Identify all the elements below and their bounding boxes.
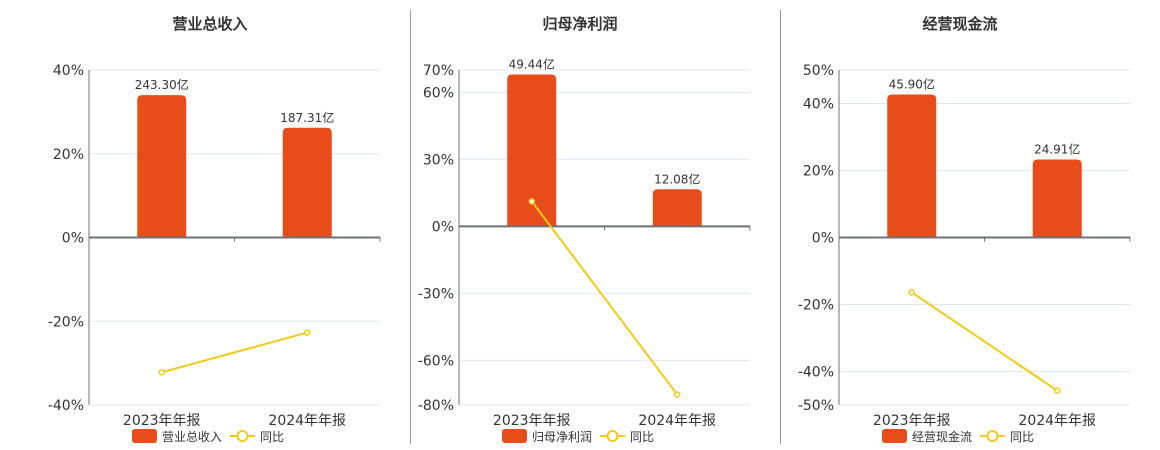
bar-value-label: 243.30亿 <box>135 77 189 92</box>
x-category-label: 2024年年报 <box>638 413 716 429</box>
x-category-label: 2024年年报 <box>1018 413 1096 429</box>
y-tick-label: 40% <box>53 63 84 79</box>
y-tick-label: -50% <box>798 398 834 414</box>
y-tick-label: 0% <box>62 231 84 247</box>
y-tick-label: 70% <box>423 63 454 79</box>
y-tick-label: -40% <box>798 365 834 381</box>
x-category-label: 2024年年报 <box>268 413 346 429</box>
y-tick-label: -20% <box>798 298 834 314</box>
y-tick-label: -80% <box>418 398 454 414</box>
legend-line-marker-icon <box>236 430 249 442</box>
yoy-point[interactable] <box>908 289 915 296</box>
yoy-point[interactable] <box>304 329 311 336</box>
legend-bar-label[interactable]: 经营现金流 <box>912 429 972 444</box>
x-category-label: 2023年年报 <box>873 413 951 429</box>
y-tick-label: 40% <box>803 97 834 113</box>
legend-line-label[interactable]: 同比 <box>260 430 284 444</box>
legend: 经营现金流 同比 <box>882 429 1034 444</box>
legend-bar-label[interactable]: 营业总收入 <box>162 430 222 444</box>
yoy-point[interactable] <box>674 391 681 398</box>
legend-bar-swatch[interactable] <box>882 429 907 443</box>
chart-panel-2: 归母净利润 70% 60% 30% 0% -30% -60% -80% 49.44亿 12.08亿… <box>418 15 751 444</box>
y-tick-label: -30% <box>418 286 454 302</box>
legend: 归母净利润 同比 <box>502 429 654 444</box>
y-tick-label: -40% <box>48 398 84 414</box>
y-tick-label: 20% <box>803 164 834 180</box>
yoy-line <box>530 200 679 396</box>
bar[interactable] <box>1032 159 1082 238</box>
y-tick-label: 20% <box>53 147 84 163</box>
legend: 营业总收入 同比 <box>132 429 284 444</box>
chart-panel-3: 经营现金流 50% 40% 20% 0% -20% -40% -50% 45.90亿 24.91亿… <box>798 15 1131 444</box>
y-tick-label: 60% <box>423 85 454 101</box>
panel-divider-1 <box>410 10 411 444</box>
yoy-point[interactable] <box>1054 387 1061 394</box>
bar-value-label: 24.91亿 <box>1034 141 1080 156</box>
bar[interactable] <box>282 127 332 238</box>
y-tick-label: 30% <box>423 152 454 168</box>
bar[interactable] <box>652 189 702 227</box>
bar-value-label: 45.90亿 <box>889 76 935 91</box>
legend-bar-label[interactable]: 归母净利润 <box>532 430 592 444</box>
bar[interactable] <box>137 95 187 238</box>
bar-value-label: 12.08亿 <box>654 171 700 186</box>
x-category-label: 2023年年报 <box>493 413 571 429</box>
chart-title: 营业总收入 <box>172 15 247 33</box>
bar-value-label: 187.31亿 <box>280 110 334 125</box>
y-tick-label: 0% <box>812 231 834 247</box>
y-tick-label: -60% <box>418 353 454 369</box>
chart-title: 经营现金流 <box>922 15 997 33</box>
legend-line-label[interactable]: 同比 <box>1010 430 1034 444</box>
x-category-label: 2023年年报 <box>123 413 201 429</box>
bar[interactable] <box>507 74 557 227</box>
yoy-line <box>911 291 1058 392</box>
y-tick-label: 50% <box>803 63 834 79</box>
bar[interactable] <box>887 94 937 238</box>
bar-value-label: 49.44亿 <box>509 56 555 71</box>
y-tick-label: -20% <box>48 314 84 330</box>
y-tick-label: 0% <box>432 219 454 235</box>
yoy-line <box>161 331 308 374</box>
chart-panel-1: 营业总收入 40% 20% 0% -20% -40% 243.30亿 187.31亿 2023年… <box>48 15 381 444</box>
chart-title: 归母净利润 <box>542 15 617 33</box>
yoy-point[interactable] <box>158 369 165 376</box>
yoy-point[interactable] <box>528 198 535 205</box>
legend-bar-swatch[interactable] <box>502 429 527 443</box>
panel-divider-2 <box>780 10 781 444</box>
legend-line-marker-icon <box>986 430 999 442</box>
legend-line-label[interactable]: 同比 <box>630 430 654 444</box>
legend-bar-swatch[interactable] <box>132 429 157 443</box>
legend-line-marker-icon <box>606 430 619 442</box>
